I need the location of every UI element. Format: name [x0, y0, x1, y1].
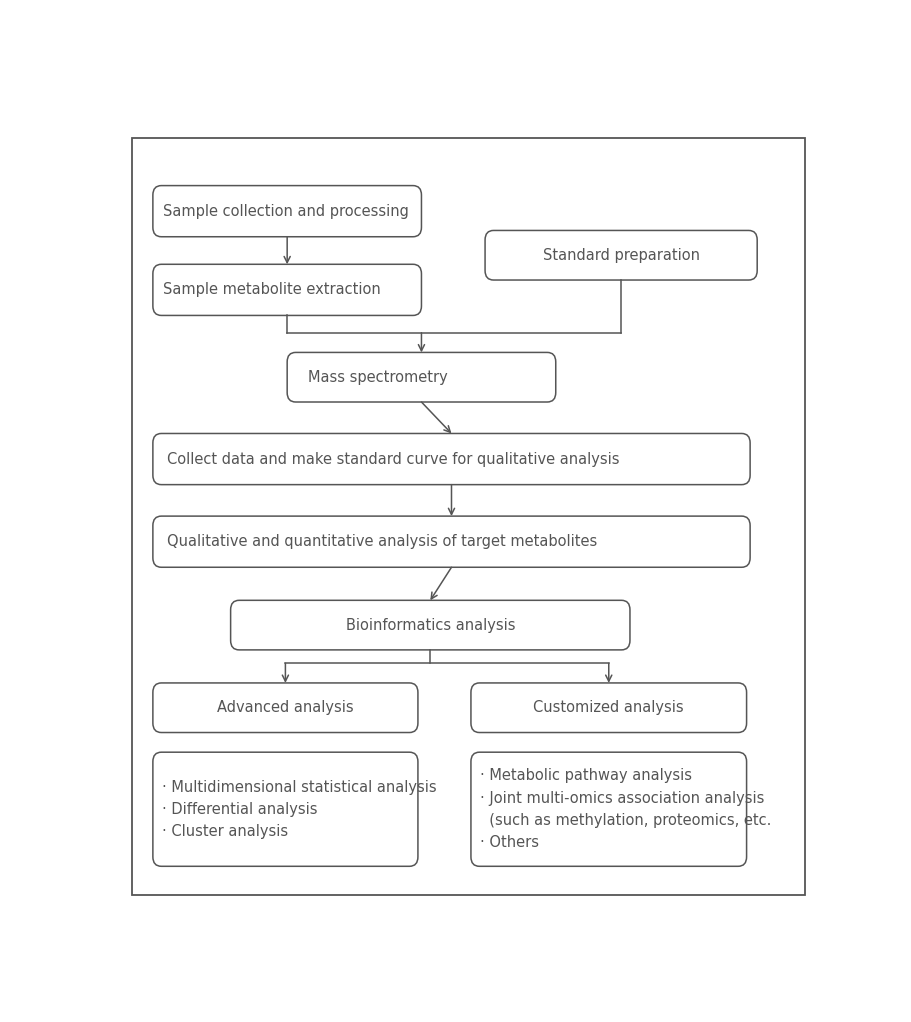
FancyBboxPatch shape [485, 230, 756, 280]
FancyBboxPatch shape [153, 433, 750, 484]
FancyBboxPatch shape [287, 353, 555, 402]
FancyBboxPatch shape [153, 752, 417, 867]
FancyBboxPatch shape [153, 265, 421, 316]
FancyBboxPatch shape [470, 752, 746, 867]
FancyBboxPatch shape [153, 186, 421, 237]
Text: Qualitative and quantitative analysis of target metabolites: Qualitative and quantitative analysis of… [167, 535, 597, 549]
Text: Mass spectrometry: Mass spectrometry [308, 370, 447, 384]
Text: Collect data and make standard curve for qualitative analysis: Collect data and make standard curve for… [167, 452, 619, 467]
Text: Customized analysis: Customized analysis [533, 700, 683, 715]
FancyBboxPatch shape [153, 516, 750, 567]
Text: Advanced analysis: Advanced analysis [217, 700, 353, 715]
FancyBboxPatch shape [230, 600, 630, 650]
FancyBboxPatch shape [153, 683, 417, 733]
Text: Standard preparation: Standard preparation [542, 247, 699, 263]
Text: Sample collection and processing: Sample collection and processing [163, 203, 409, 219]
Text: · Metabolic pathway analysis
· Joint multi-omics association analysis
  (such as: · Metabolic pathway analysis · Joint mul… [479, 769, 771, 850]
Text: Bioinformatics analysis: Bioinformatics analysis [345, 617, 515, 633]
Text: · Multidimensional statistical analysis
· Differential analysis
· Cluster analys: · Multidimensional statistical analysis … [162, 780, 436, 839]
Text: Sample metabolite extraction: Sample metabolite extraction [163, 282, 381, 297]
FancyBboxPatch shape [470, 683, 746, 733]
